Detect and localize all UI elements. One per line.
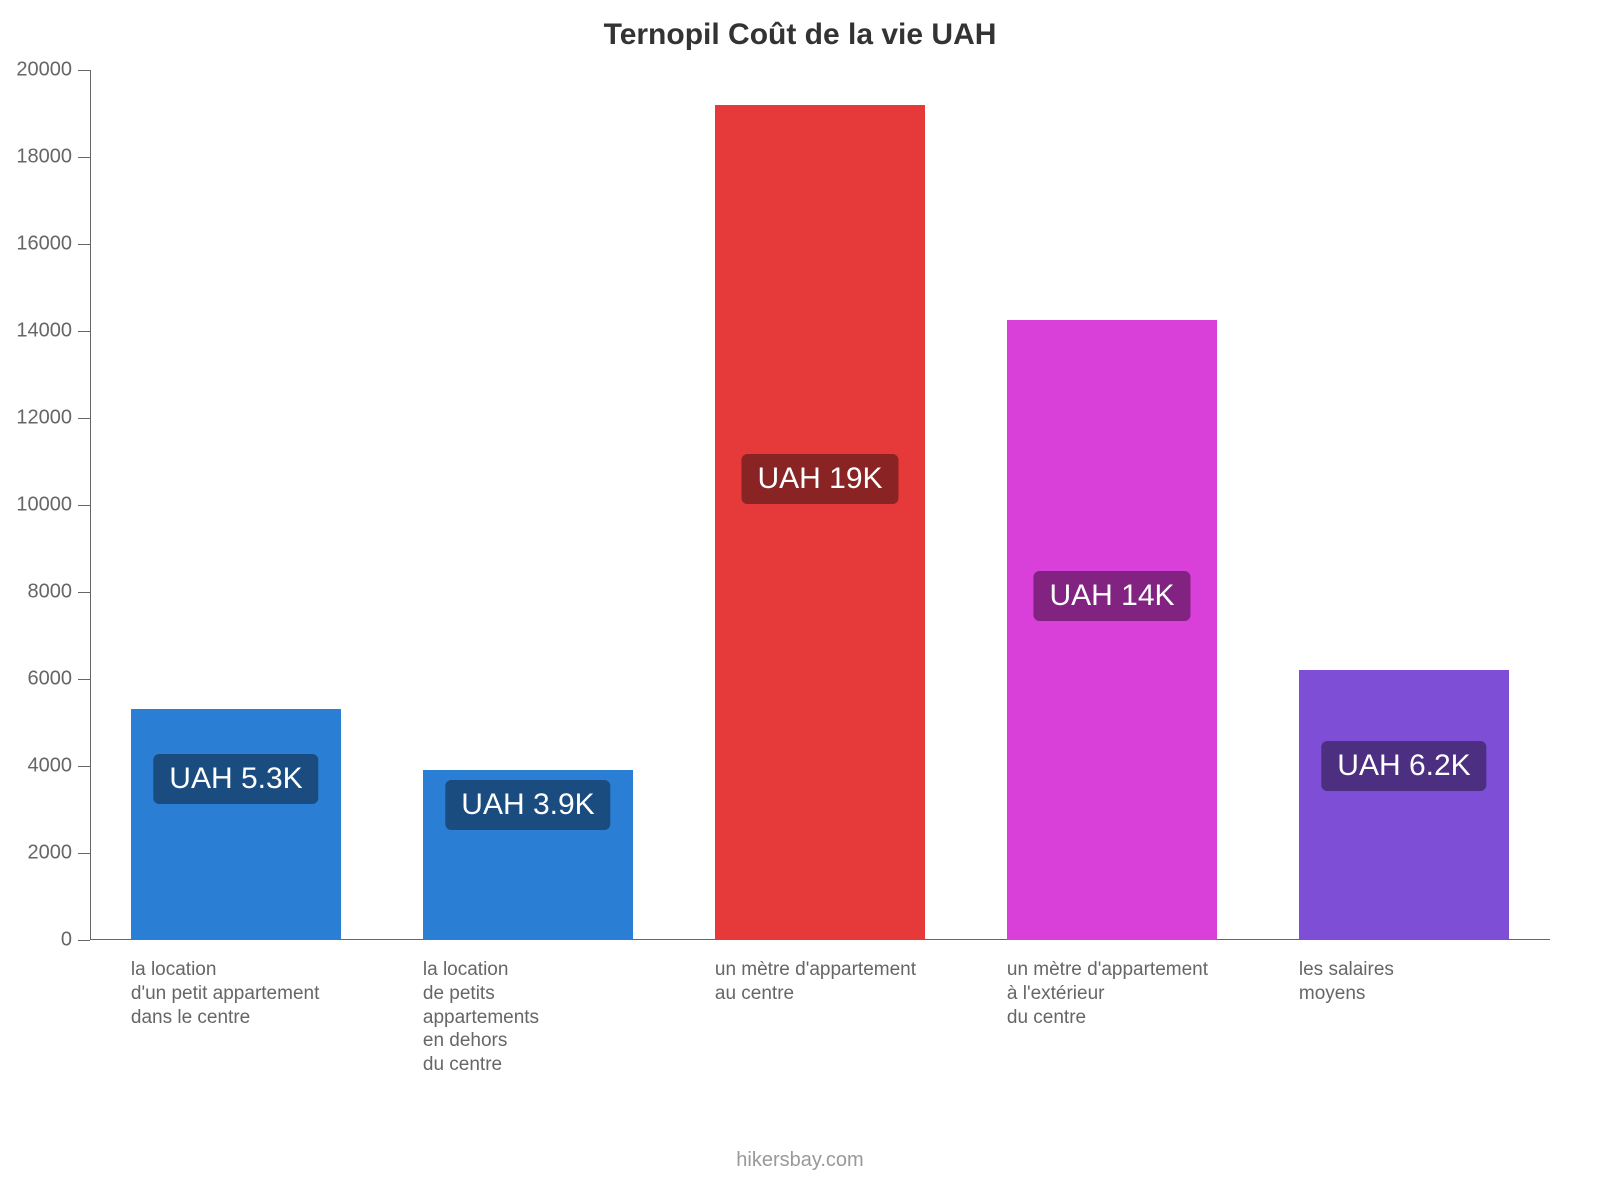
y-tick [78,244,90,245]
bar-value-badge: UAH 6.2K [1321,741,1486,791]
x-axis-label: la locationde petitsappartementsen dehor… [423,958,673,1077]
y-tick [78,505,90,506]
bar-value-badge: UAH 19K [741,454,898,504]
y-tick-label: 8000 [28,581,73,604]
y-tick-label: 20000 [16,59,72,82]
y-tick [78,853,90,854]
chart-title: Ternopil Coût de la vie UAH [0,18,1600,52]
y-tick [78,418,90,419]
y-tick-label: 16000 [16,233,72,256]
y-tick-label: 14000 [16,320,72,343]
bar [1007,320,1217,940]
bar-value-badge: UAH 14K [1033,571,1190,621]
x-axis-label: un mètre d'appartementau centre [715,958,965,1006]
bar-value-badge: UAH 3.9K [445,780,610,830]
y-tick-label: 4000 [28,755,73,778]
bar [715,105,925,940]
y-tick [78,331,90,332]
y-tick-label: 0 [61,929,72,952]
y-tick-label: 6000 [28,668,73,691]
chart-container: Ternopil Coût de la vie UAH UAH 5.3KUAH … [0,0,1600,1200]
y-tick-label: 12000 [16,407,72,430]
plot-area: UAH 5.3KUAH 3.9KUAH 19KUAH 14KUAH 6.2K 0… [90,70,1550,940]
bar-value-badge: UAH 5.3K [153,754,318,804]
y-tick [78,157,90,158]
x-axis-label: un mètre d'appartementà l'extérieurdu ce… [1007,958,1257,1029]
y-tick [78,70,90,71]
y-tick [78,679,90,680]
x-axis-label: la locationd'un petit appartementdans le… [131,958,381,1029]
y-tick [78,592,90,593]
y-tick [78,766,90,767]
y-tick-label: 2000 [28,842,73,865]
bars-group: UAH 5.3K UAH 3.9K UAH 19K UAH 14K UAH 6.2K [90,70,1550,940]
y-tick [78,940,90,941]
chart-footer: hikersbay.com [0,1149,1600,1172]
bar [131,709,341,940]
y-tick-label: 18000 [16,146,72,169]
bar [1299,670,1509,940]
x-axis-label: les salairesmoyens [1299,958,1549,1006]
y-tick-label: 10000 [16,494,72,517]
